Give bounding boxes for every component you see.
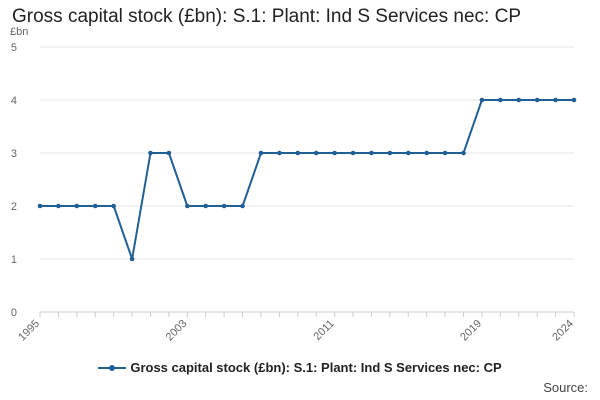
gridlines <box>40 46 574 313</box>
data-point <box>56 203 61 209</box>
series-layer <box>37 97 577 262</box>
data-point <box>92 203 98 209</box>
data-point <box>516 97 522 103</box>
series-line <box>40 99 574 260</box>
source-label: Source: <box>543 380 588 395</box>
data-point <box>387 150 393 156</box>
data-point <box>185 203 190 209</box>
axes: 0 1 2 3 4 5 £bn 1995 2003 2011 2019 2024 <box>10 26 576 343</box>
data-point <box>166 150 172 156</box>
y-tick-label: 2 <box>11 201 17 213</box>
data-point <box>240 203 245 209</box>
data-point <box>37 203 43 209</box>
legend-label: Gross capital stock (£bn): S.1: Plant: I… <box>130 360 502 375</box>
y-tick-label: 0 <box>11 307 17 319</box>
y-tick-label: 5 <box>11 42 17 54</box>
data-point <box>129 256 135 262</box>
x-tick-label: 2019 <box>458 318 484 344</box>
legend: Gross capital stock (£bn): S.1: Plant: I… <box>0 360 600 376</box>
data-point <box>571 97 577 103</box>
data-point <box>277 150 282 156</box>
data-point <box>424 150 429 156</box>
legend-line-marker-icon <box>98 363 127 373</box>
data-point <box>74 203 80 209</box>
data-point <box>369 150 374 156</box>
chart-title: Gross capital stock (£bn): S.1: Plant: I… <box>12 6 521 27</box>
data-point <box>295 150 301 156</box>
y-tick-label: 4 <box>11 95 17 107</box>
x-tick-label: 1995 <box>16 318 42 344</box>
data-point <box>148 150 153 156</box>
x-tick-label: 2011 <box>312 318 337 343</box>
data-point <box>498 97 503 103</box>
data-point <box>405 150 411 156</box>
x-tick-label: 2024 <box>550 318 576 344</box>
data-point <box>221 203 227 209</box>
data-point <box>553 97 558 103</box>
data-point <box>111 203 116 209</box>
data-point <box>332 150 337 156</box>
data-point <box>534 97 540 103</box>
y-axis-label: £bn <box>10 26 28 38</box>
y-tick-label: 3 <box>11 148 17 160</box>
data-point <box>479 97 485 103</box>
data-point <box>203 203 209 209</box>
y-tick-label: 1 <box>11 254 17 266</box>
data-point <box>461 150 466 156</box>
legend-item[interactable]: Gross capital stock (£bn): S.1: Plant: I… <box>98 360 502 375</box>
data-point <box>258 150 264 156</box>
data-point <box>313 150 319 156</box>
data-point <box>350 150 356 156</box>
x-tick-label: 2003 <box>164 318 190 344</box>
data-point <box>442 150 448 156</box>
